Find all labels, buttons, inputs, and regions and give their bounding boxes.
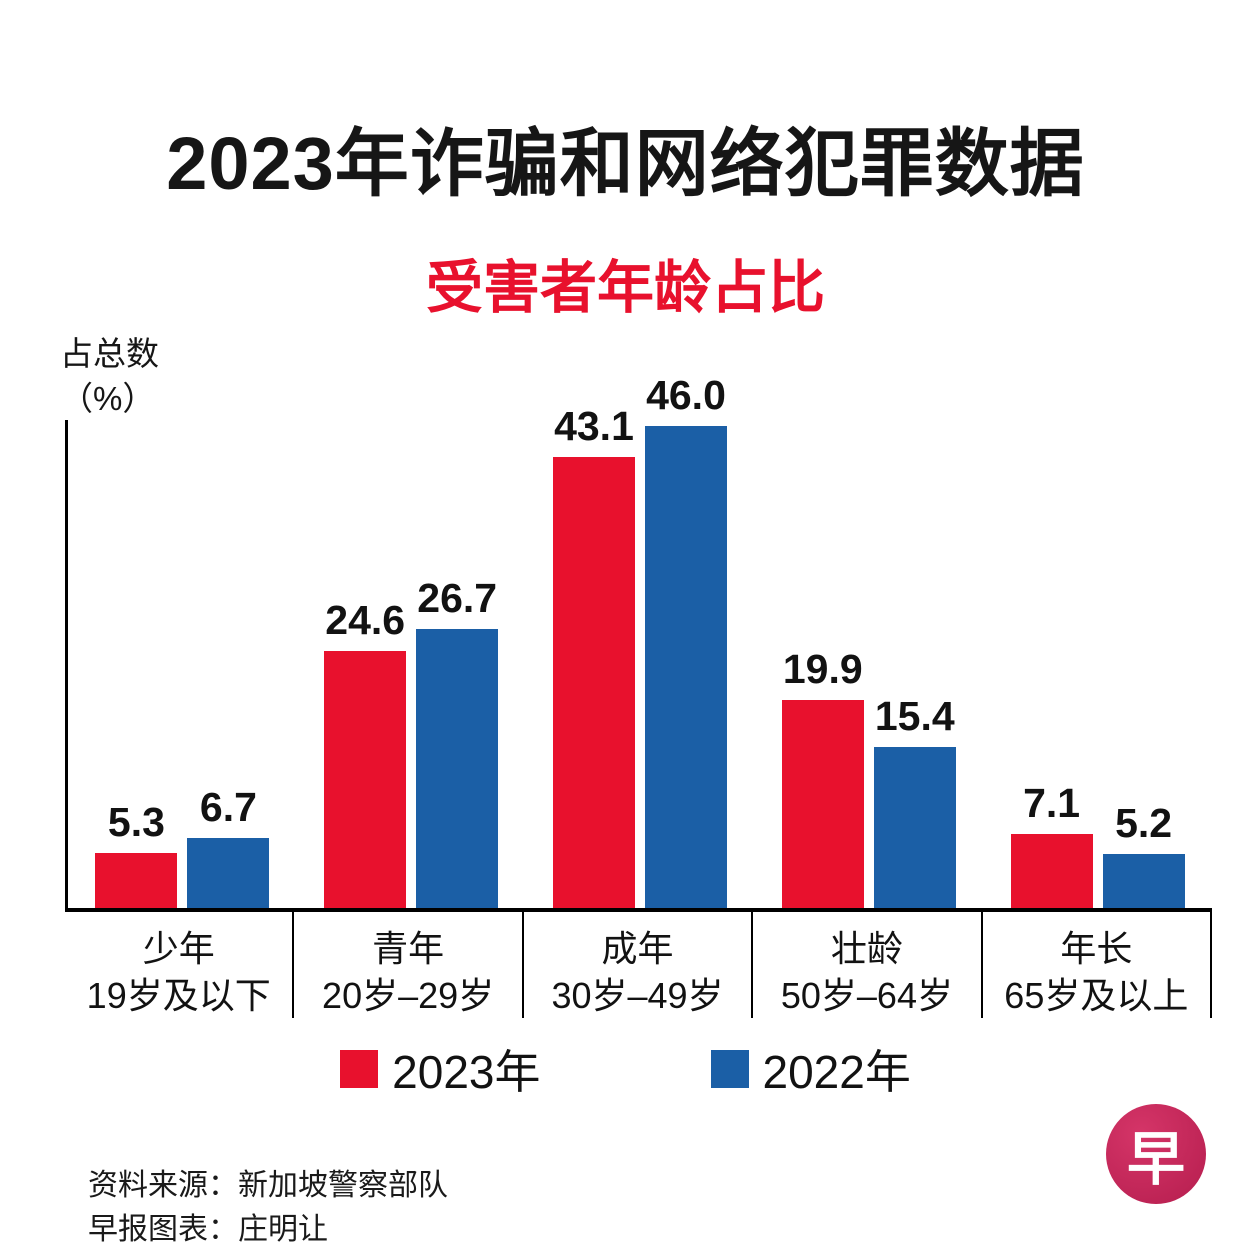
bar-value-label: 43.1 xyxy=(554,402,634,449)
legend-label-2023: 2023年 xyxy=(392,1046,541,1098)
bar-chart: 5.3 6.7 24.6 26.7 43.1 46.0 19.9 15.4 7.1 5.2 少年 1… xyxy=(65,372,1213,1018)
bar-2023年-青年: 24.6 xyxy=(324,597,407,908)
legend-swatch-2023 xyxy=(340,1050,379,1088)
x-axis-labels: 少年 19岁及以下 青年 20岁–29岁 成年 30岁–49岁 壮龄 50岁–64岁 年长 65岁… xyxy=(65,912,1213,1018)
x-category-label-少年: 少年 19岁及以下 xyxy=(65,912,295,1018)
bar-2023年-少年: 5.3 xyxy=(95,799,178,908)
bar-2022年-青年: 26.7 xyxy=(416,575,499,908)
bar-group-壮龄: 19.9 15.4 xyxy=(754,420,983,908)
legend-item-2022: 2022年 xyxy=(710,1036,911,1102)
y-axis-label-line1: 占总数 xyxy=(60,335,159,372)
legend-label-2022: 2022年 xyxy=(762,1046,911,1098)
bar-2022年-成年: 46.0 xyxy=(644,372,727,908)
legend-swatch-2022 xyxy=(710,1050,749,1088)
bar-2023年-壮龄: 19.9 xyxy=(781,646,864,908)
bar-group-青年: 24.6 26.7 xyxy=(297,420,526,908)
footer: 资料来源：新加坡警察部队 早报图表：庄明让 xyxy=(88,1164,448,1251)
y-axis-label-line2: （%） xyxy=(60,379,156,417)
bar-group-少年: 5.3 6.7 xyxy=(68,420,297,908)
x-category-label-成年: 成年 30岁–49岁 xyxy=(524,912,754,1018)
bar-value-label: 26.7 xyxy=(417,574,498,621)
y-axis-label: 占总数 （%） xyxy=(60,332,159,421)
bar-2022年-壮龄: 15.4 xyxy=(873,693,956,908)
page-title: 2023年诈骗和网络犯罪数据 xyxy=(166,122,1085,205)
plot-area: 5.3 6.7 24.6 26.7 43.1 46.0 19.9 15.4 7.1 5.2 xyxy=(65,372,1212,912)
logo-glyph: 早 xyxy=(1126,1127,1185,1192)
bar-value-label: 5.2 xyxy=(1115,799,1173,846)
source-line: 资料来源：新加坡警察部队 xyxy=(88,1169,448,1202)
x-category-label-青年: 青年 20岁–29岁 xyxy=(294,912,524,1018)
credit-line: 早报图表：庄明让 xyxy=(88,1212,328,1246)
x-category-label-壮龄: 壮龄 50岁–64岁 xyxy=(753,912,983,1018)
bar-value-label: 5.3 xyxy=(107,798,165,845)
bar-value-label: 15.4 xyxy=(874,692,955,739)
bar-2023年-年长: 7.1 xyxy=(1010,780,1093,908)
bar-group-年长: 7.1 5.2 xyxy=(983,420,1212,908)
bar-value-label: 7.1 xyxy=(1023,779,1081,826)
bar-value-label: 24.6 xyxy=(325,596,406,643)
bar-group-成年: 43.1 46.0 xyxy=(526,372,755,908)
bar-2022年-少年: 6.7 xyxy=(187,784,270,908)
bar-2023年-成年: 43.1 xyxy=(552,403,635,908)
bar-value-label: 19.9 xyxy=(782,645,863,692)
zaobao-logo: 早 xyxy=(1106,1104,1206,1204)
legend: 2023年 2022年 xyxy=(0,1036,1251,1102)
legend-item-2023: 2023年 xyxy=(340,1036,541,1102)
bar-2022年-年长: 5.2 xyxy=(1102,800,1185,908)
bar-value-label: 46.0 xyxy=(646,372,726,419)
bar-value-label: 6.7 xyxy=(199,783,257,830)
chart-title: 受害者年龄占比 xyxy=(426,256,825,320)
x-category-label-年长: 年长 65岁及以上 xyxy=(983,912,1213,1018)
